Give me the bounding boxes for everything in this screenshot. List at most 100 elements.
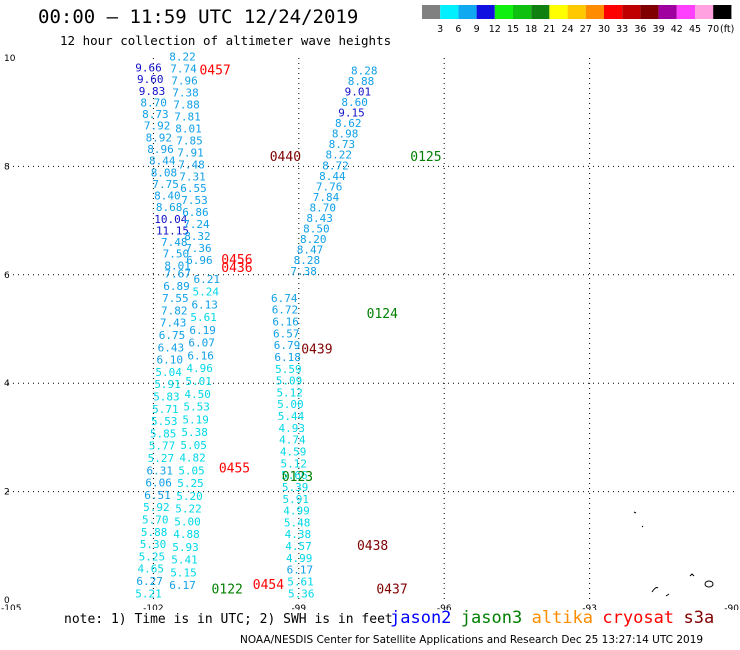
wave-height-value: 5.66 [281,469,308,482]
pass-time-label: 0124 [367,307,398,322]
wave-height-value: 6.89 [163,280,190,293]
legend-swatch [604,5,623,19]
legend-label: 6 [455,24,461,35]
wave-height-value: 6.13 [191,298,218,311]
wave-height-value: 7.92 [144,120,171,133]
wave-height-value: 8.01 [164,259,191,272]
pass-time-label: 0437 [376,582,407,597]
lat-tick-label: 6 [4,271,10,281]
wave-height-value: 8.32 [184,230,211,243]
wave-height-value: 5.00 [174,515,201,528]
pass-time-label: 0440 [270,150,301,165]
legend-swatch [567,5,586,19]
legend-unit: (ft) [720,24,734,35]
island-outline [641,525,644,528]
wave-height-value: 7.67 [164,268,191,281]
wave-height-value: 7.24 [183,218,210,231]
lon-tick-label: -93 [582,604,597,610]
wave-height-value: 9.01 [345,85,372,98]
grid [8,58,735,600]
wave-height-value: 9.83 [139,85,166,98]
island-outline [704,580,714,588]
lat-tick-label: 2 [4,488,10,498]
wave-height-value: 6.72 [272,304,299,317]
wave-height-value: 7.36 [185,242,212,255]
footer-note: note: 1) Time is in UTC; 2) SWH is in fe… [64,612,393,627]
wave-height-value: 5.44 [278,410,305,423]
wave-height-value: 5.61 [287,575,314,588]
wave-height-value: 8.28 [351,64,378,77]
wave-height-value: 6.74 [271,292,298,305]
wave-height-value: 5.05 [178,464,205,477]
wave-height-value: 4.93 [278,422,305,435]
wave-height-value: 7.85 [176,134,203,147]
legend-label: 45 [689,24,701,35]
island-outlines [633,511,714,597]
wave-height-value: 5.83 [153,391,180,404]
wave-height-value: 4.74 [279,434,306,447]
wave-height-value: 6.43 [158,341,185,354]
wave-height-value: 5.00 [277,398,304,411]
legend-label: 18 [525,24,537,35]
wave-height-value: 5.05 [180,439,207,452]
wave-height-value: 5.24 [192,286,219,299]
legend-swatch [422,5,441,19]
wave-height-value: 8.50 [303,223,330,236]
wave-height-value: 8.68 [156,201,183,214]
pass-time-label: 0456 [221,253,252,268]
wave-height-value: 7.88 [173,99,200,112]
wave-height-value: 10.04 [154,213,187,226]
wave-height-value: 5.04 [155,366,182,379]
wave-height-value: 5.71 [152,403,179,416]
island-outline [633,511,637,514]
wave-height-value: 8.40 [154,190,181,203]
wave-height-value: 4.99 [283,505,310,518]
wave-height-value: 7.48 [161,236,188,249]
wave-height-value: 7.96 [171,75,198,88]
legend-swatch [695,5,714,19]
lon-tick-label: -105 [1,604,21,610]
wave-height-value: 6.51 [144,489,171,502]
legend-swatch [458,5,477,19]
wave-height-value: 5.39 [282,481,309,494]
pass-time-label: 0122 [212,582,243,597]
wave-height-value: 7.75 [152,178,179,191]
wave-height-value: 7.48 [178,158,205,171]
page-title: 00:00 – 11:59 UTC 12/24/2019 [38,6,359,28]
wave-height-value: 4.59 [280,446,307,459]
wave-height-value: 5.01 [185,375,212,388]
legend-label: 24 [562,24,574,35]
altimeter-tracks: 9.669.609.838.708.737.928.928.968.448.08… [135,51,377,601]
wave-height-value: 6.07 [188,337,215,350]
wave-height-value: 8.20 [300,233,327,246]
lon-tick-label: -102 [143,604,163,610]
wave-height-value: 8.01 [175,122,202,135]
wave-height-value: 6.57 [273,327,300,340]
wave-height-value: 5.12 [276,386,303,399]
wave-height-value: 6.06 [145,477,172,490]
wave-height-value: 4.50 [184,388,211,401]
pass-time-label: 0439 [301,342,332,357]
wave-height-value: 5.20 [176,490,203,503]
wave-height-value: 4.99 [286,552,313,565]
legend-swatch [440,5,459,19]
legend-swatch [476,5,495,19]
legend-label: 12 [489,24,501,35]
lon-tick-label: -99 [291,604,306,610]
wave-height-value: 8.70 [140,96,167,109]
wave-height-value: 5.25 [177,477,204,490]
legend-swatch [640,5,659,19]
wave-height-value: 5.92 [143,501,170,514]
wave-height-value: 8.72 [322,159,349,172]
wave-height-value: 5.12 [281,457,308,470]
pass-time-label: 0454 [253,578,284,593]
wave-height-value: 5.19 [182,413,209,426]
wave-height-value: 5.27 [148,452,175,465]
legend-label: 30 [598,24,610,35]
wave-height-value: 8.08 [151,166,178,179]
mission-label: jason3 [460,608,523,628]
page-subtitle: 12 hour collection of altimeter wave hei… [60,33,392,48]
pass-time-label: 0455 [219,462,250,477]
wave-height-value: 5.91 [283,493,310,506]
wave-height-value: 6.27 [136,575,163,588]
